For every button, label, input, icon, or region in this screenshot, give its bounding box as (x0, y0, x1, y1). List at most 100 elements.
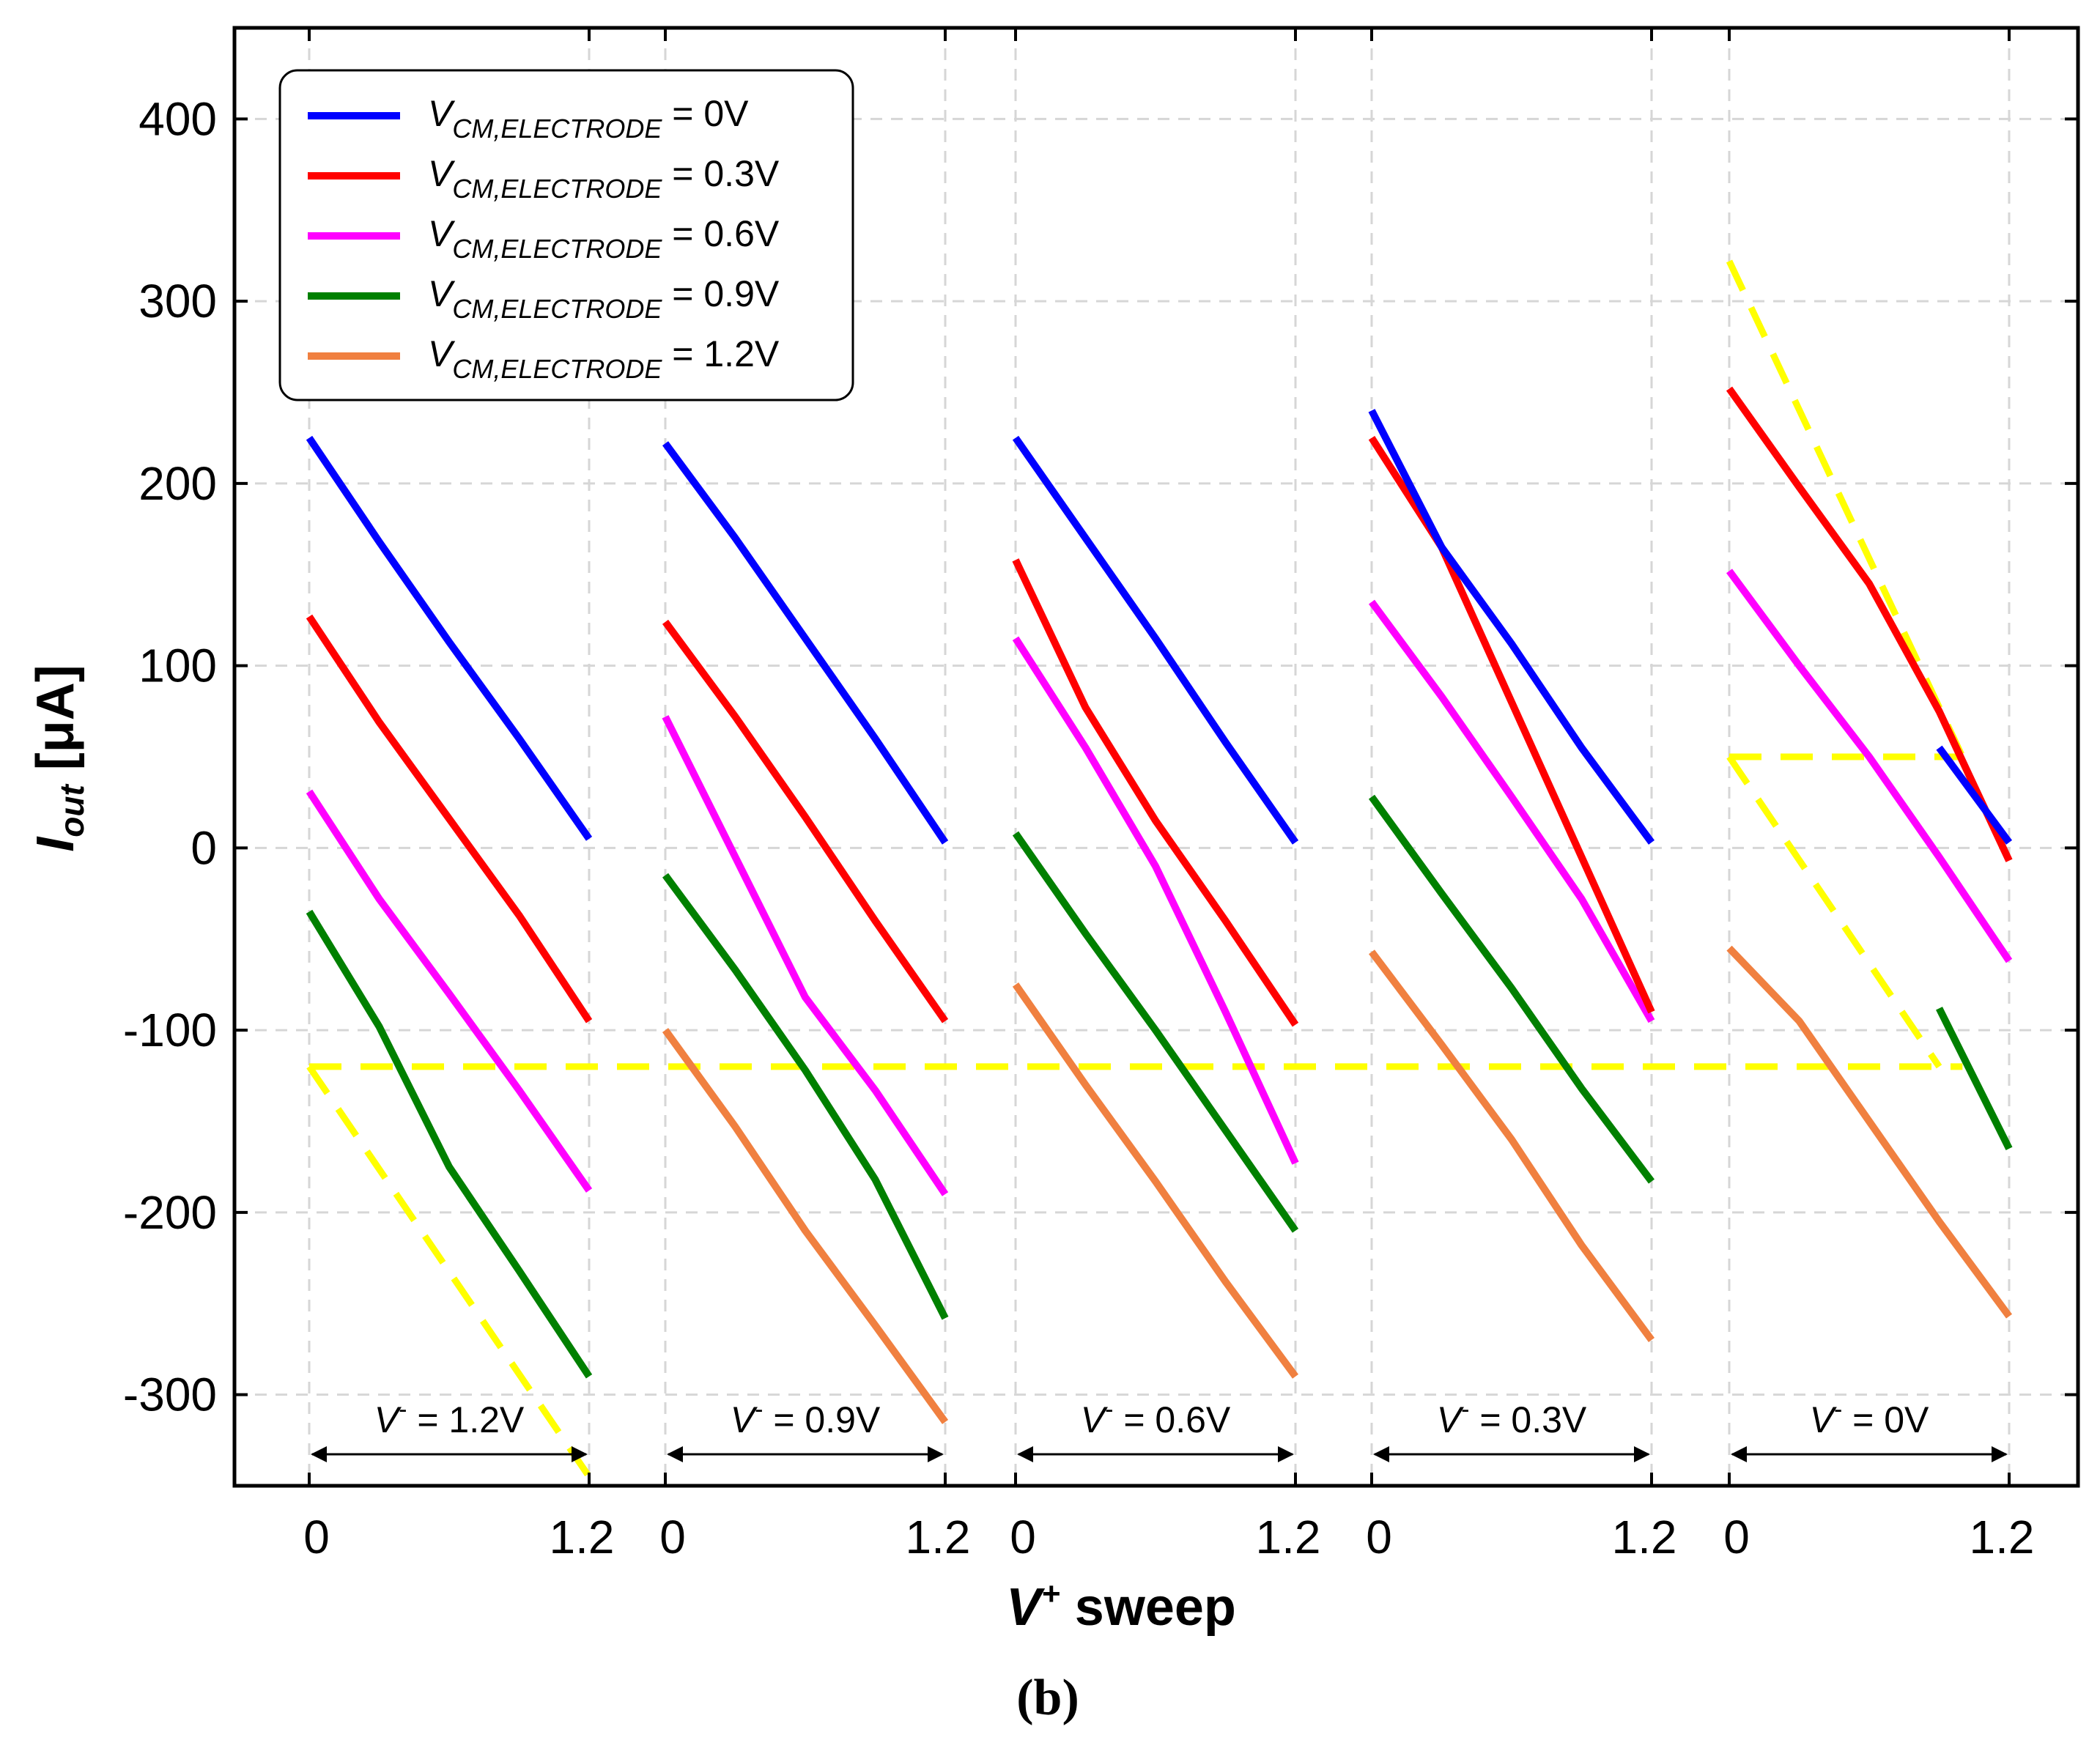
panel-label-rest: = 1.2V (407, 1399, 524, 1440)
x-tick-label: 1.2 (1256, 1511, 1321, 1563)
series-line-V09-panel-2 (1012, 831, 1299, 1233)
y-tick-label: -100 (123, 1004, 217, 1056)
x-tick-label: 0 (303, 1511, 330, 1563)
panel-label-rest: = 0.3V (1469, 1399, 1586, 1440)
legend-label-rest: = 0.6V (662, 213, 779, 254)
y-tick-label: 400 (138, 92, 217, 145)
legend-label-V06: VCM,ELECTRODE = 0.6V (428, 213, 780, 264)
series-line-V12-panel-3 (1369, 949, 1655, 1342)
legend-label-V03: VCM,ELECTRODE = 0.3V (428, 153, 780, 204)
x-axis-title-sup: + (1041, 1576, 1060, 1612)
series-line-V12-panel-4 (1726, 945, 2013, 1319)
legend-label-rest: = 0V (662, 93, 749, 134)
x-tick-label: 0 (1010, 1511, 1036, 1563)
series-line-V12-panel-1 (662, 1028, 949, 1424)
y-axis-title: Iout [μA] (26, 664, 91, 852)
y-tick-label: -300 (123, 1369, 217, 1421)
x-tick-label: 1.2 (1612, 1511, 1677, 1563)
y-axis-title-main: I (26, 836, 85, 852)
y-tick-label: 100 (138, 640, 217, 692)
series-line-V06-panel-0 (306, 789, 593, 1193)
x-tick-label: 0 (1366, 1511, 1392, 1563)
legend-label-sub: CM,ELECTRODE (452, 294, 662, 324)
limit-line (1726, 755, 1942, 1069)
legend-label-main: V (428, 93, 456, 134)
series-line-V06-panel-2 (1012, 636, 1299, 1165)
panel-label-sup: - (755, 1396, 763, 1424)
legend-label-main: V (428, 333, 456, 374)
legend-label-main: V (428, 273, 456, 314)
x-tick-label: 1.2 (906, 1511, 971, 1563)
limit-lines (306, 259, 1966, 1479)
panel-label: V- = 0V (1810, 1396, 1929, 1440)
series-line-V09-panel-3 (1368, 794, 1655, 1184)
x-tick-label: 1.2 (550, 1511, 615, 1563)
legend-label-sub: CM,ELECTRODE (452, 114, 662, 144)
x-tick-label: 0 (659, 1511, 686, 1563)
x-axis-title-rest: sweep (1060, 1578, 1236, 1637)
panel-label-rest: = 0.9V (763, 1399, 880, 1440)
series-line-V0-panel-3 (1368, 409, 1655, 845)
series-line-V03-panel-3 (1368, 436, 1655, 1014)
panel-label: V- = 0.9V (731, 1396, 881, 1440)
panel-label-sup: - (1105, 1396, 1113, 1424)
panel-label: V- = 0.3V (1437, 1396, 1587, 1440)
series-line-V0-panel-1 (662, 441, 949, 845)
y-tick-label: 0 (191, 821, 217, 874)
y-tick-label: -200 (123, 1186, 217, 1239)
series-line-V09-panel-1 (662, 873, 949, 1320)
legend-label-sub: CM,ELECTRODE (452, 234, 662, 264)
legend-label-rest: = 1.2V (662, 333, 779, 374)
x-axis-title-main: V (1006, 1578, 1046, 1637)
x-ticks: 0 1.2 0 1.2 0 1.2 0 1.2 0 1.2 (303, 28, 2034, 1563)
series-line-V09-panel-0 (306, 909, 593, 1379)
panel-label-main: V (1081, 1399, 1109, 1440)
legend-label-main: V (428, 153, 456, 194)
series-line-V0-panel-0 (306, 435, 593, 841)
panel-label-sup: - (399, 1396, 407, 1424)
legend-label-V0: VCM,ELECTRODE = 0V (428, 93, 749, 144)
series-line-V06-panel-1 (662, 715, 949, 1196)
legend-label-rest: = 0.3V (662, 153, 779, 194)
x-tick-label: 0 (1723, 1511, 1750, 1563)
data-lines (306, 386, 2013, 1424)
legend-box (278, 69, 854, 401)
panel-labels: V- = 1.2V V- = 0.9V V- = 0.6V V- = 0.3V V- =… (311, 1396, 2008, 1462)
panel-label-main: V (731, 1399, 758, 1440)
panel-label: V- = 0.6V (1081, 1396, 1231, 1440)
y-tick-label: 300 (138, 275, 217, 327)
series-line-V0-panel-4 (1936, 745, 2013, 845)
panel-label-sup: - (1834, 1396, 1842, 1424)
x-tick-label: 1.2 (1970, 1511, 2035, 1563)
series-line-V03-panel-0 (306, 614, 593, 1023)
legend-label-main: V (428, 213, 456, 254)
y-axis-title-rest: [μA] (26, 664, 85, 785)
x-axis-title: V+ sweep (1006, 1576, 1236, 1637)
legend-label-rest: = 0.9V (662, 273, 779, 314)
y-axis-title-sub: out (53, 784, 91, 837)
limit-line (1726, 259, 1966, 758)
figure-caption: (b) (1016, 1670, 1079, 1726)
series-line-V06-panel-3 (1368, 599, 1655, 1023)
legend-label-sub: CM,ELECTRODE (452, 354, 662, 384)
panel-label-rest: = 0.6V (1113, 1399, 1230, 1440)
panel-label-sup: - (1461, 1396, 1469, 1424)
series-line-V03-panel-4 (1726, 386, 2013, 862)
legend-label-V12: VCM,ELECTRODE = 1.2V (428, 333, 780, 384)
series-line-V03-panel-1 (662, 619, 949, 1023)
series-line-V0-panel-2 (1012, 435, 1299, 845)
plot-frame (232, 26, 2080, 1488)
series-line-V09-panel-4 (1936, 1007, 2013, 1151)
limit-line (306, 1065, 592, 1479)
legend-label-V09: VCM,ELECTRODE = 0.9V (428, 273, 780, 324)
panel-label-main: V (374, 1399, 402, 1440)
legend-label-sub: CM,ELECTRODE (452, 174, 662, 204)
series-line-V03-panel-2 (1012, 558, 1299, 1027)
panel-label-rest: = 0V (1842, 1399, 1929, 1440)
series-line-V06-panel-4 (1726, 569, 2013, 963)
y-tick-label: 200 (138, 457, 217, 510)
panel-label: V- = 1.2V (374, 1396, 525, 1440)
series-line-V12-panel-2 (1012, 982, 1299, 1379)
